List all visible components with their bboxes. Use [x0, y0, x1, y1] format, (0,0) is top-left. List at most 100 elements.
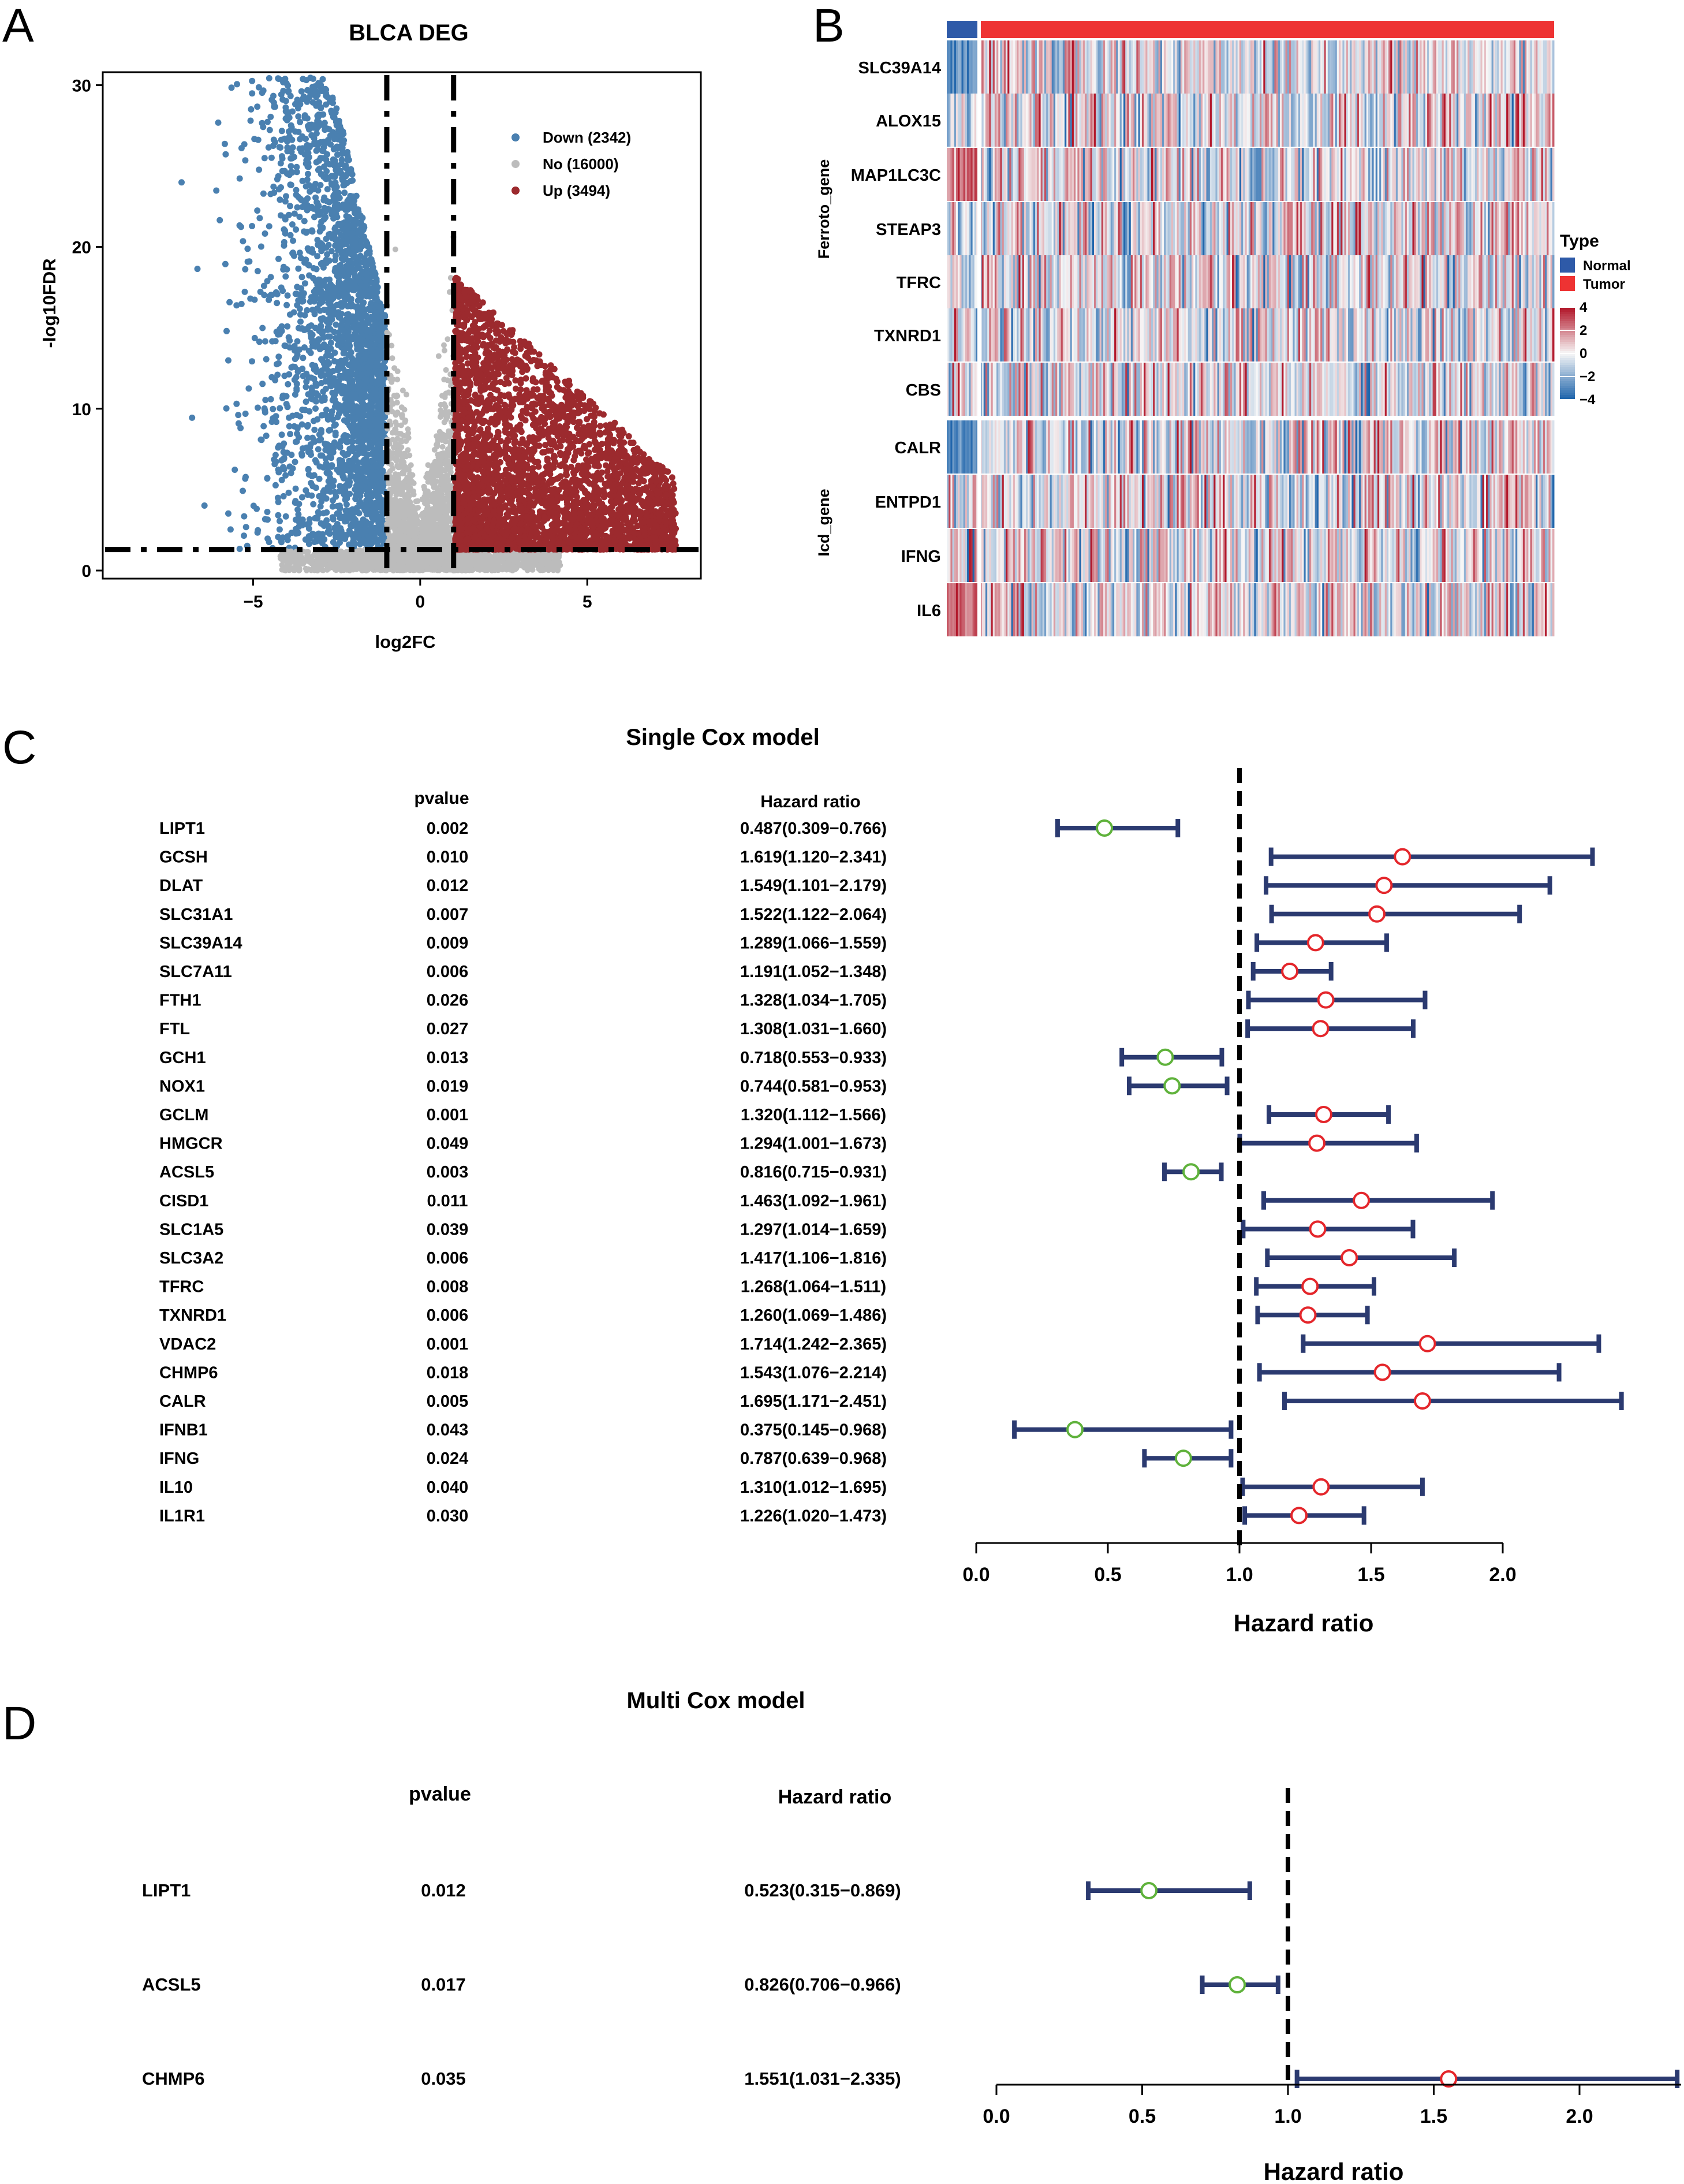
volcano-point — [353, 505, 360, 512]
volcano-point — [337, 539, 343, 546]
volcano-point — [442, 467, 448, 474]
volcano-point — [361, 385, 368, 392]
volcano-point — [222, 151, 229, 158]
volcano-point — [437, 433, 443, 439]
volcano-point — [442, 513, 448, 519]
volcano-point — [291, 154, 297, 161]
volcano-point — [439, 519, 445, 525]
volcano-point — [326, 371, 333, 378]
volcano-point — [233, 302, 240, 309]
volcano-point — [285, 381, 292, 387]
volcano-point — [330, 195, 337, 202]
panel-label-a: A — [2, 0, 34, 52]
volcano-point — [347, 445, 354, 452]
volcano-point — [303, 136, 309, 142]
volcano-point — [263, 433, 270, 439]
volcano-point — [280, 449, 287, 456]
volcano-point — [316, 99, 323, 106]
volcano-point — [332, 421, 339, 428]
volcano-point — [313, 382, 320, 389]
volcano-point — [443, 472, 450, 478]
volcano-point — [402, 484, 408, 490]
volcano-point — [308, 492, 315, 499]
volcano-point — [294, 338, 301, 345]
volcano-point — [394, 377, 401, 383]
volcano-point — [213, 187, 220, 194]
volcano-point — [443, 413, 449, 419]
volcano-point — [348, 438, 354, 445]
volcano-point — [283, 393, 290, 400]
volcano-point — [348, 168, 354, 175]
volcano-point — [365, 249, 372, 256]
volcano-point — [287, 232, 294, 238]
volcano-point — [261, 155, 268, 162]
volcano-point — [262, 230, 268, 237]
volcano-point — [267, 191, 274, 197]
volcano-point — [320, 510, 327, 517]
volcano-point — [328, 248, 335, 255]
volcano-point — [278, 184, 284, 191]
volcano-point — [254, 268, 261, 274]
volcano-point — [356, 366, 363, 372]
volcano-point — [240, 487, 246, 494]
volcano-point — [236, 222, 243, 229]
volcano-point — [293, 381, 300, 387]
volcano-point — [328, 316, 335, 323]
volcano-point — [292, 500, 298, 506]
volcano-point — [249, 90, 256, 97]
volcano-point — [272, 338, 279, 345]
volcano-point — [319, 539, 326, 546]
panel-label-d: D — [2, 1697, 36, 1750]
volcano-point — [282, 115, 289, 122]
volcano-point — [292, 485, 299, 492]
volcano-point — [435, 487, 441, 493]
volcano-point — [215, 119, 222, 126]
volcano-point — [343, 241, 350, 247]
volcano-point — [189, 414, 196, 421]
volcano-point — [294, 204, 301, 211]
volcano-point — [343, 344, 350, 351]
volcano-point — [344, 333, 350, 340]
volcano-point — [313, 390, 320, 397]
volcano-point — [346, 400, 353, 407]
volcano-point — [334, 247, 341, 254]
volcano-point — [342, 487, 349, 494]
volcano-point — [231, 467, 238, 473]
volcano-point — [320, 520, 327, 527]
volcano-point — [363, 278, 369, 285]
volcano-point — [323, 344, 330, 351]
volcano-point — [277, 144, 284, 151]
volcano-point — [265, 144, 272, 151]
volcano-point — [378, 520, 384, 527]
volcano-point — [297, 118, 304, 125]
volcano-point — [276, 526, 283, 533]
volcano-point — [281, 372, 288, 379]
volcano-point — [348, 521, 354, 528]
volcano-point — [277, 196, 283, 203]
volcano-point — [344, 151, 351, 158]
volcano-point — [330, 99, 336, 106]
volcano-point — [296, 145, 303, 152]
volcano-point — [272, 452, 279, 459]
volcano-point — [318, 429, 324, 436]
volcano-point — [289, 221, 296, 228]
volcano-point — [396, 501, 402, 507]
volcano-point — [311, 139, 318, 146]
volcano-point — [354, 303, 361, 310]
volcano-point — [235, 420, 242, 427]
volcano-point — [393, 419, 399, 426]
volcano-point — [194, 266, 201, 273]
volcano-point — [335, 329, 342, 336]
volcano-point — [260, 190, 267, 197]
volcano-point — [297, 325, 304, 332]
volcano-point — [283, 80, 290, 87]
volcano-point — [330, 516, 337, 523]
volcano-point — [255, 84, 262, 91]
volcano-point — [356, 405, 363, 412]
volcano-point — [402, 498, 409, 504]
volcano-point — [323, 236, 330, 243]
volcano-point — [350, 323, 357, 330]
volcano-point — [342, 452, 349, 459]
volcano-point — [223, 405, 230, 412]
